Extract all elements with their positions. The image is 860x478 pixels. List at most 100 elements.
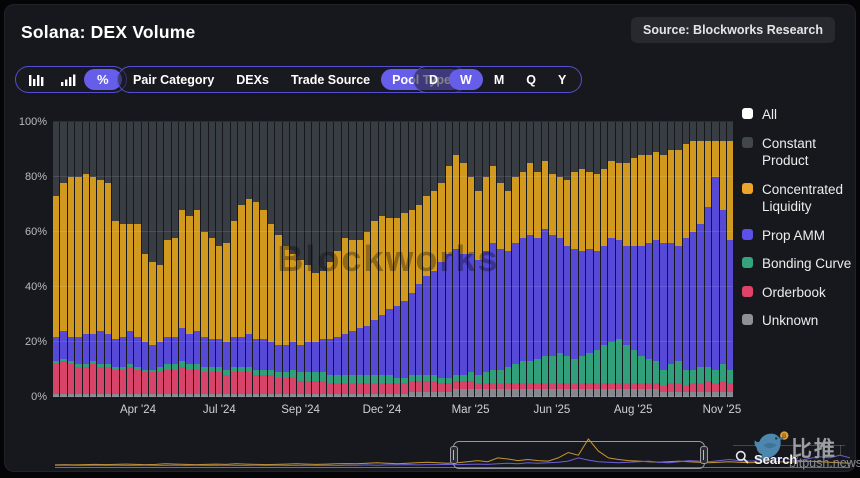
bar-week-86[interactable] xyxy=(689,122,697,397)
bar-week-80[interactable] xyxy=(645,122,652,397)
bar-week-87[interactable] xyxy=(697,122,704,397)
bar-week-66[interactable] xyxy=(541,122,549,397)
filter-trade-source[interactable]: Trade Source xyxy=(280,69,381,90)
bar-week-16[interactable] xyxy=(171,122,178,397)
bar-week-69[interactable] xyxy=(564,122,571,397)
navigator-right-handle[interactable] xyxy=(700,446,709,464)
bar-week-54[interactable] xyxy=(452,122,460,397)
bar-week-81[interactable] xyxy=(652,122,660,397)
bar-week-13[interactable] xyxy=(149,122,156,397)
bar-week-73[interactable] xyxy=(593,122,601,397)
bar-week-26[interactable] xyxy=(245,122,252,397)
bar-week-18[interactable] xyxy=(186,122,193,397)
bar-week-52[interactable] xyxy=(438,122,445,397)
bar-week-44[interactable] xyxy=(378,122,386,397)
bar-week-79[interactable] xyxy=(638,122,645,397)
percent-view-button[interactable]: % xyxy=(84,69,122,90)
bar-week-25[interactable] xyxy=(238,122,245,397)
bar-week-32[interactable] xyxy=(290,122,297,397)
navigator-left-handle[interactable] xyxy=(450,446,459,464)
bar-week-10[interactable] xyxy=(127,122,134,397)
bar-week-78[interactable] xyxy=(630,122,638,397)
bar-week-57[interactable] xyxy=(475,122,482,397)
bar-week-5[interactable] xyxy=(90,122,97,397)
navigator-brush[interactable] xyxy=(450,441,709,469)
bar-week-53[interactable] xyxy=(445,122,452,397)
bar-week-89[interactable] xyxy=(712,122,719,397)
bar-week-43[interactable] xyxy=(371,122,378,397)
bar-week-24[interactable] xyxy=(230,122,238,397)
bar-week-75[interactable] xyxy=(608,122,615,397)
bar-week-72[interactable] xyxy=(586,122,593,397)
bar-week-37[interactable] xyxy=(327,122,334,397)
bar-week-33[interactable] xyxy=(297,122,304,397)
legend-item-unknown[interactable]: Unknown xyxy=(742,312,860,330)
bar-week-58[interactable] xyxy=(482,122,489,397)
timeframe-y[interactable]: Y xyxy=(547,69,577,90)
bar-week-39[interactable] xyxy=(341,122,349,397)
bar-week-36[interactable] xyxy=(319,122,327,397)
bar-week-40[interactable] xyxy=(349,122,356,397)
bar-week-77[interactable] xyxy=(623,122,630,397)
bar-week-67[interactable] xyxy=(549,122,556,397)
bar-week-4[interactable] xyxy=(82,122,90,397)
grouped-bar-chart-icon-button[interactable] xyxy=(20,69,52,90)
legend-item-orderbook[interactable]: Orderbook xyxy=(742,284,860,302)
bar-week-91[interactable] xyxy=(726,122,734,397)
bar-week-90[interactable] xyxy=(719,122,726,397)
bar-week-42[interactable] xyxy=(364,122,371,397)
bar-week-55[interactable] xyxy=(460,122,467,397)
ascending-bar-chart-icon-button[interactable] xyxy=(52,69,84,90)
bar-week-41[interactable] xyxy=(356,122,364,397)
timeframe-d[interactable]: D xyxy=(418,69,449,90)
bar-week-8[interactable] xyxy=(112,122,119,397)
bar-week-76[interactable] xyxy=(615,122,623,397)
bar-week-83[interactable] xyxy=(667,122,675,397)
filter-pair-category[interactable]: Pair Category xyxy=(122,69,225,90)
bar-week-64[interactable] xyxy=(527,122,534,397)
bar-week-63[interactable] xyxy=(519,122,526,397)
bar-week-50[interactable] xyxy=(423,122,430,397)
bar-week-59[interactable] xyxy=(489,122,497,397)
bar-week-11[interactable] xyxy=(134,122,141,397)
bar-week-56[interactable] xyxy=(467,122,475,397)
bar-week-74[interactable] xyxy=(601,122,608,397)
bar-week-29[interactable] xyxy=(267,122,275,397)
bar-week-47[interactable] xyxy=(401,122,408,397)
bar-week-0[interactable] xyxy=(53,122,60,397)
bar-week-31[interactable] xyxy=(282,122,289,397)
legend-item-concentrated-liquidity[interactable]: Concentrated Liquidity xyxy=(742,181,860,216)
legend-item-all[interactable]: All xyxy=(742,106,860,124)
bar-week-22[interactable] xyxy=(215,122,223,397)
bar-week-71[interactable] xyxy=(578,122,586,397)
bar-week-12[interactable] xyxy=(141,122,149,397)
bar-week-17[interactable] xyxy=(178,122,186,397)
bar-week-28[interactable] xyxy=(260,122,267,397)
bar-week-21[interactable] xyxy=(208,122,215,397)
source-chip[interactable]: Source: Blockworks Research xyxy=(631,17,835,43)
legend-item-prop-amm[interactable]: Prop AMM xyxy=(742,227,860,245)
bar-week-6[interactable] xyxy=(97,122,104,397)
bar-week-61[interactable] xyxy=(504,122,512,397)
bar-week-65[interactable] xyxy=(534,122,541,397)
bar-week-46[interactable] xyxy=(393,122,401,397)
bar-week-85[interactable] xyxy=(682,122,689,397)
timeframe-q[interactable]: Q xyxy=(515,69,547,90)
filter-dexs[interactable]: DEXs xyxy=(225,69,280,90)
bar-week-2[interactable] xyxy=(67,122,75,397)
bar-week-62[interactable] xyxy=(512,122,519,397)
bar-week-20[interactable] xyxy=(201,122,208,397)
bar-week-27[interactable] xyxy=(252,122,260,397)
bar-week-38[interactable] xyxy=(334,122,341,397)
bar-week-60[interactable] xyxy=(497,122,504,397)
bar-week-14[interactable] xyxy=(156,122,164,397)
bar-week-23[interactable] xyxy=(223,122,230,397)
bar-week-51[interactable] xyxy=(430,122,438,397)
timeframe-m[interactable]: M xyxy=(483,69,515,90)
legend-item-constant-product[interactable]: Constant Product xyxy=(742,135,860,170)
bar-week-30[interactable] xyxy=(275,122,282,397)
search-overlay[interactable]: Search xyxy=(735,450,797,469)
bar-week-1[interactable] xyxy=(60,122,67,397)
bar-week-88[interactable] xyxy=(704,122,712,397)
bar-week-49[interactable] xyxy=(415,122,423,397)
